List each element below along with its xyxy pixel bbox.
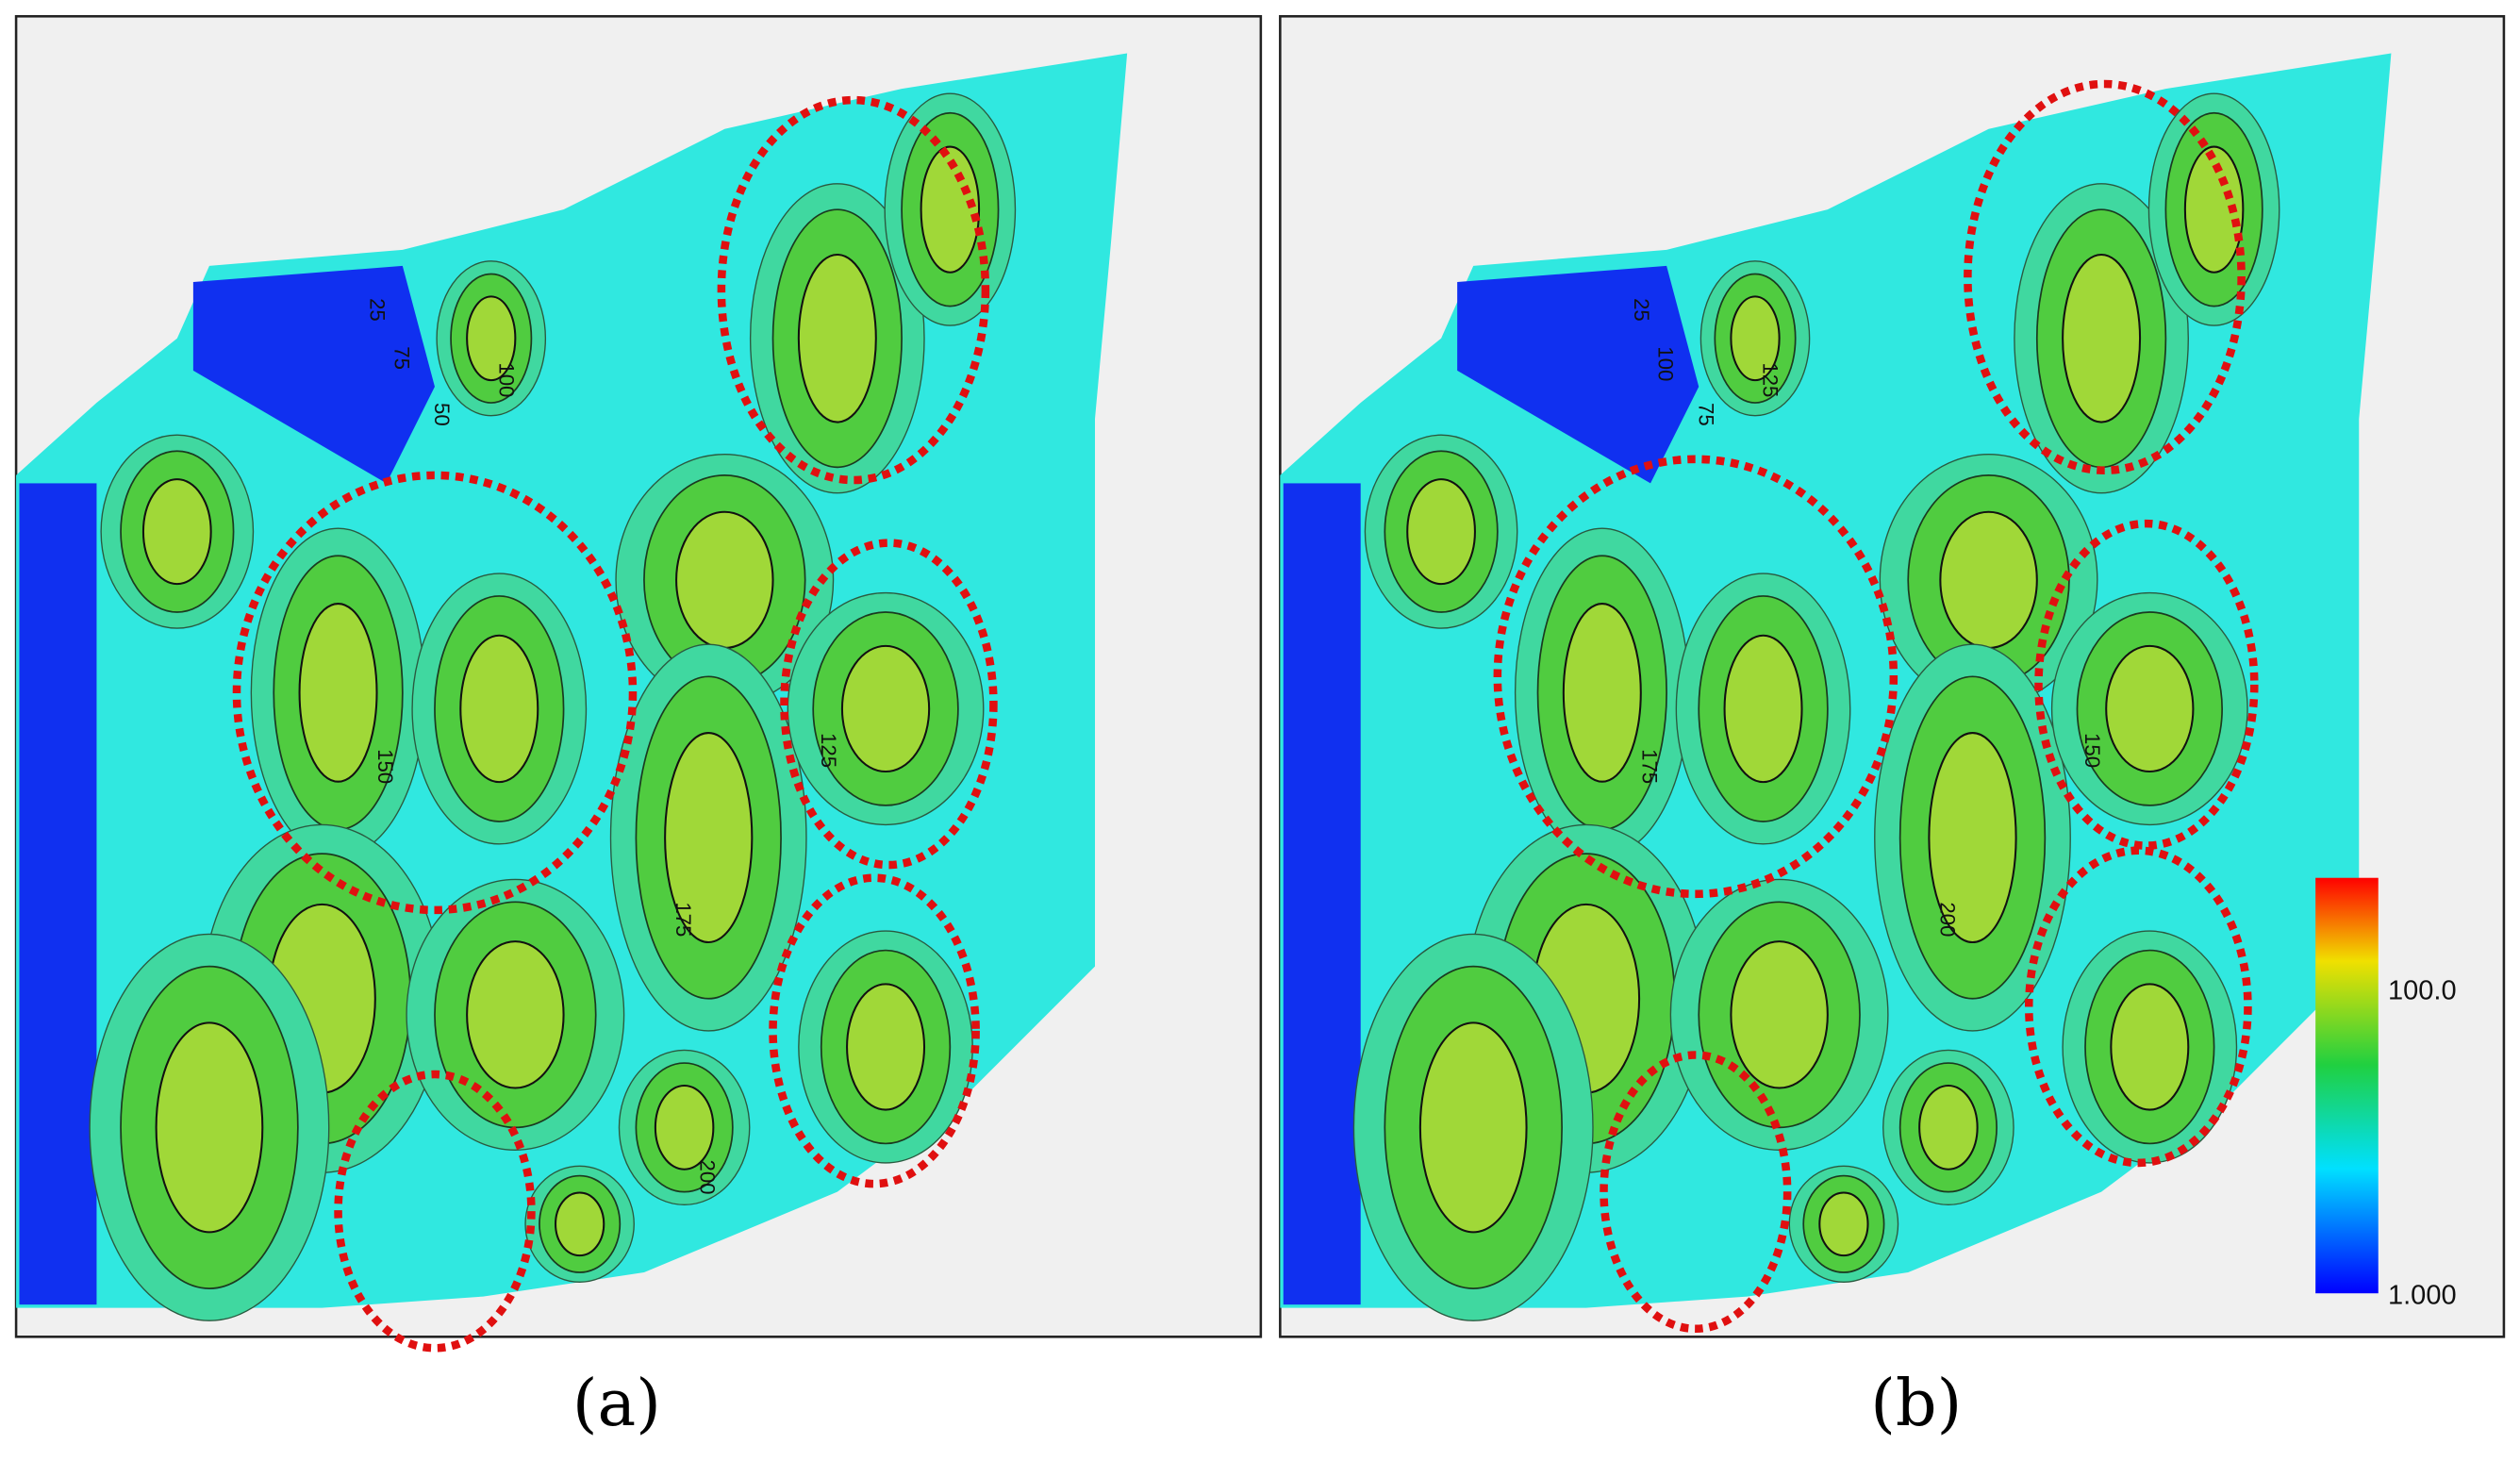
contour-label: 200 bbox=[1935, 902, 1959, 937]
colorbar-label: 1.000 bbox=[2388, 1280, 2457, 1310]
contour-zone bbox=[840, 644, 931, 773]
highlight-ring bbox=[1964, 79, 2246, 475]
contour-zone bbox=[846, 983, 926, 1111]
contour-zone bbox=[675, 510, 774, 650]
contour-label: 25 bbox=[1630, 298, 1653, 322]
contour-zone bbox=[2105, 644, 2195, 773]
highlight-ring bbox=[334, 1070, 536, 1353]
highlight-ring bbox=[1600, 1051, 1792, 1334]
highlight-ring bbox=[769, 873, 980, 1188]
contour-label: 75 bbox=[1694, 403, 1717, 426]
low-zone bbox=[1283, 483, 1361, 1305]
contour-label: 150 bbox=[373, 749, 397, 784]
contour-zone bbox=[1818, 1191, 1869, 1257]
contour-label: 50 bbox=[430, 403, 454, 426]
map-b: 25 75 100 125 150 175 200 bbox=[1280, 53, 2392, 1334]
contour-zone bbox=[1730, 940, 1829, 1089]
contour-label: 75 bbox=[390, 346, 413, 370]
contour-zone bbox=[1928, 732, 2017, 944]
contour-label: 100 bbox=[1654, 346, 1678, 381]
contour-zone bbox=[459, 634, 539, 784]
contour-zone bbox=[654, 1084, 715, 1170]
contour-label: 175 bbox=[671, 902, 695, 937]
contour-label: 150 bbox=[2081, 733, 2104, 768]
contour-zone bbox=[797, 253, 877, 423]
contour-label: 200 bbox=[696, 1160, 720, 1195]
contour-zone bbox=[1730, 295, 1781, 382]
contour-label: 100 bbox=[494, 362, 518, 397]
contour-zone bbox=[2183, 145, 2245, 274]
contour-label: 175 bbox=[1637, 749, 1661, 784]
low-zone bbox=[192, 265, 435, 484]
contour-zone bbox=[1918, 1084, 1979, 1170]
contour-zone bbox=[155, 1021, 264, 1234]
contour-zone bbox=[2110, 983, 2190, 1111]
contour-zone bbox=[2062, 253, 2142, 423]
highlight-ring bbox=[780, 539, 998, 870]
highlight-ring bbox=[1493, 455, 1898, 899]
contour-zone bbox=[466, 940, 565, 1089]
panel-label: (a) bbox=[572, 1367, 661, 1441]
contour-zone bbox=[466, 295, 517, 382]
contour-label: 25 bbox=[366, 298, 390, 322]
low-zone bbox=[1457, 265, 1699, 484]
colorbar-label: 100.0 bbox=[2388, 976, 2457, 1006]
panel-label: (b) bbox=[1870, 1367, 1962, 1441]
contour-zone bbox=[141, 478, 212, 586]
highlight-ring bbox=[232, 471, 638, 915]
colorbar bbox=[2315, 877, 2379, 1294]
map-a: 25 50 75 100 125 150 175 200 bbox=[16, 53, 1128, 1353]
contour-zone bbox=[1418, 1021, 1528, 1234]
low-zone bbox=[19, 483, 97, 1305]
contour-zone bbox=[1406, 478, 1476, 586]
contour-zone bbox=[1723, 634, 1803, 784]
highlight-ring bbox=[717, 95, 990, 485]
contour-label: 125 bbox=[817, 733, 840, 768]
contour-label: 125 bbox=[1759, 362, 1782, 397]
contour-zone bbox=[1562, 603, 1642, 783]
highlight-ring bbox=[2034, 519, 2259, 850]
highlight-ring bbox=[2024, 846, 2252, 1168]
contour-zone bbox=[555, 1191, 605, 1257]
contour-zone bbox=[1939, 510, 2038, 650]
contour-zone bbox=[664, 732, 754, 944]
contour-zone bbox=[298, 603, 378, 783]
